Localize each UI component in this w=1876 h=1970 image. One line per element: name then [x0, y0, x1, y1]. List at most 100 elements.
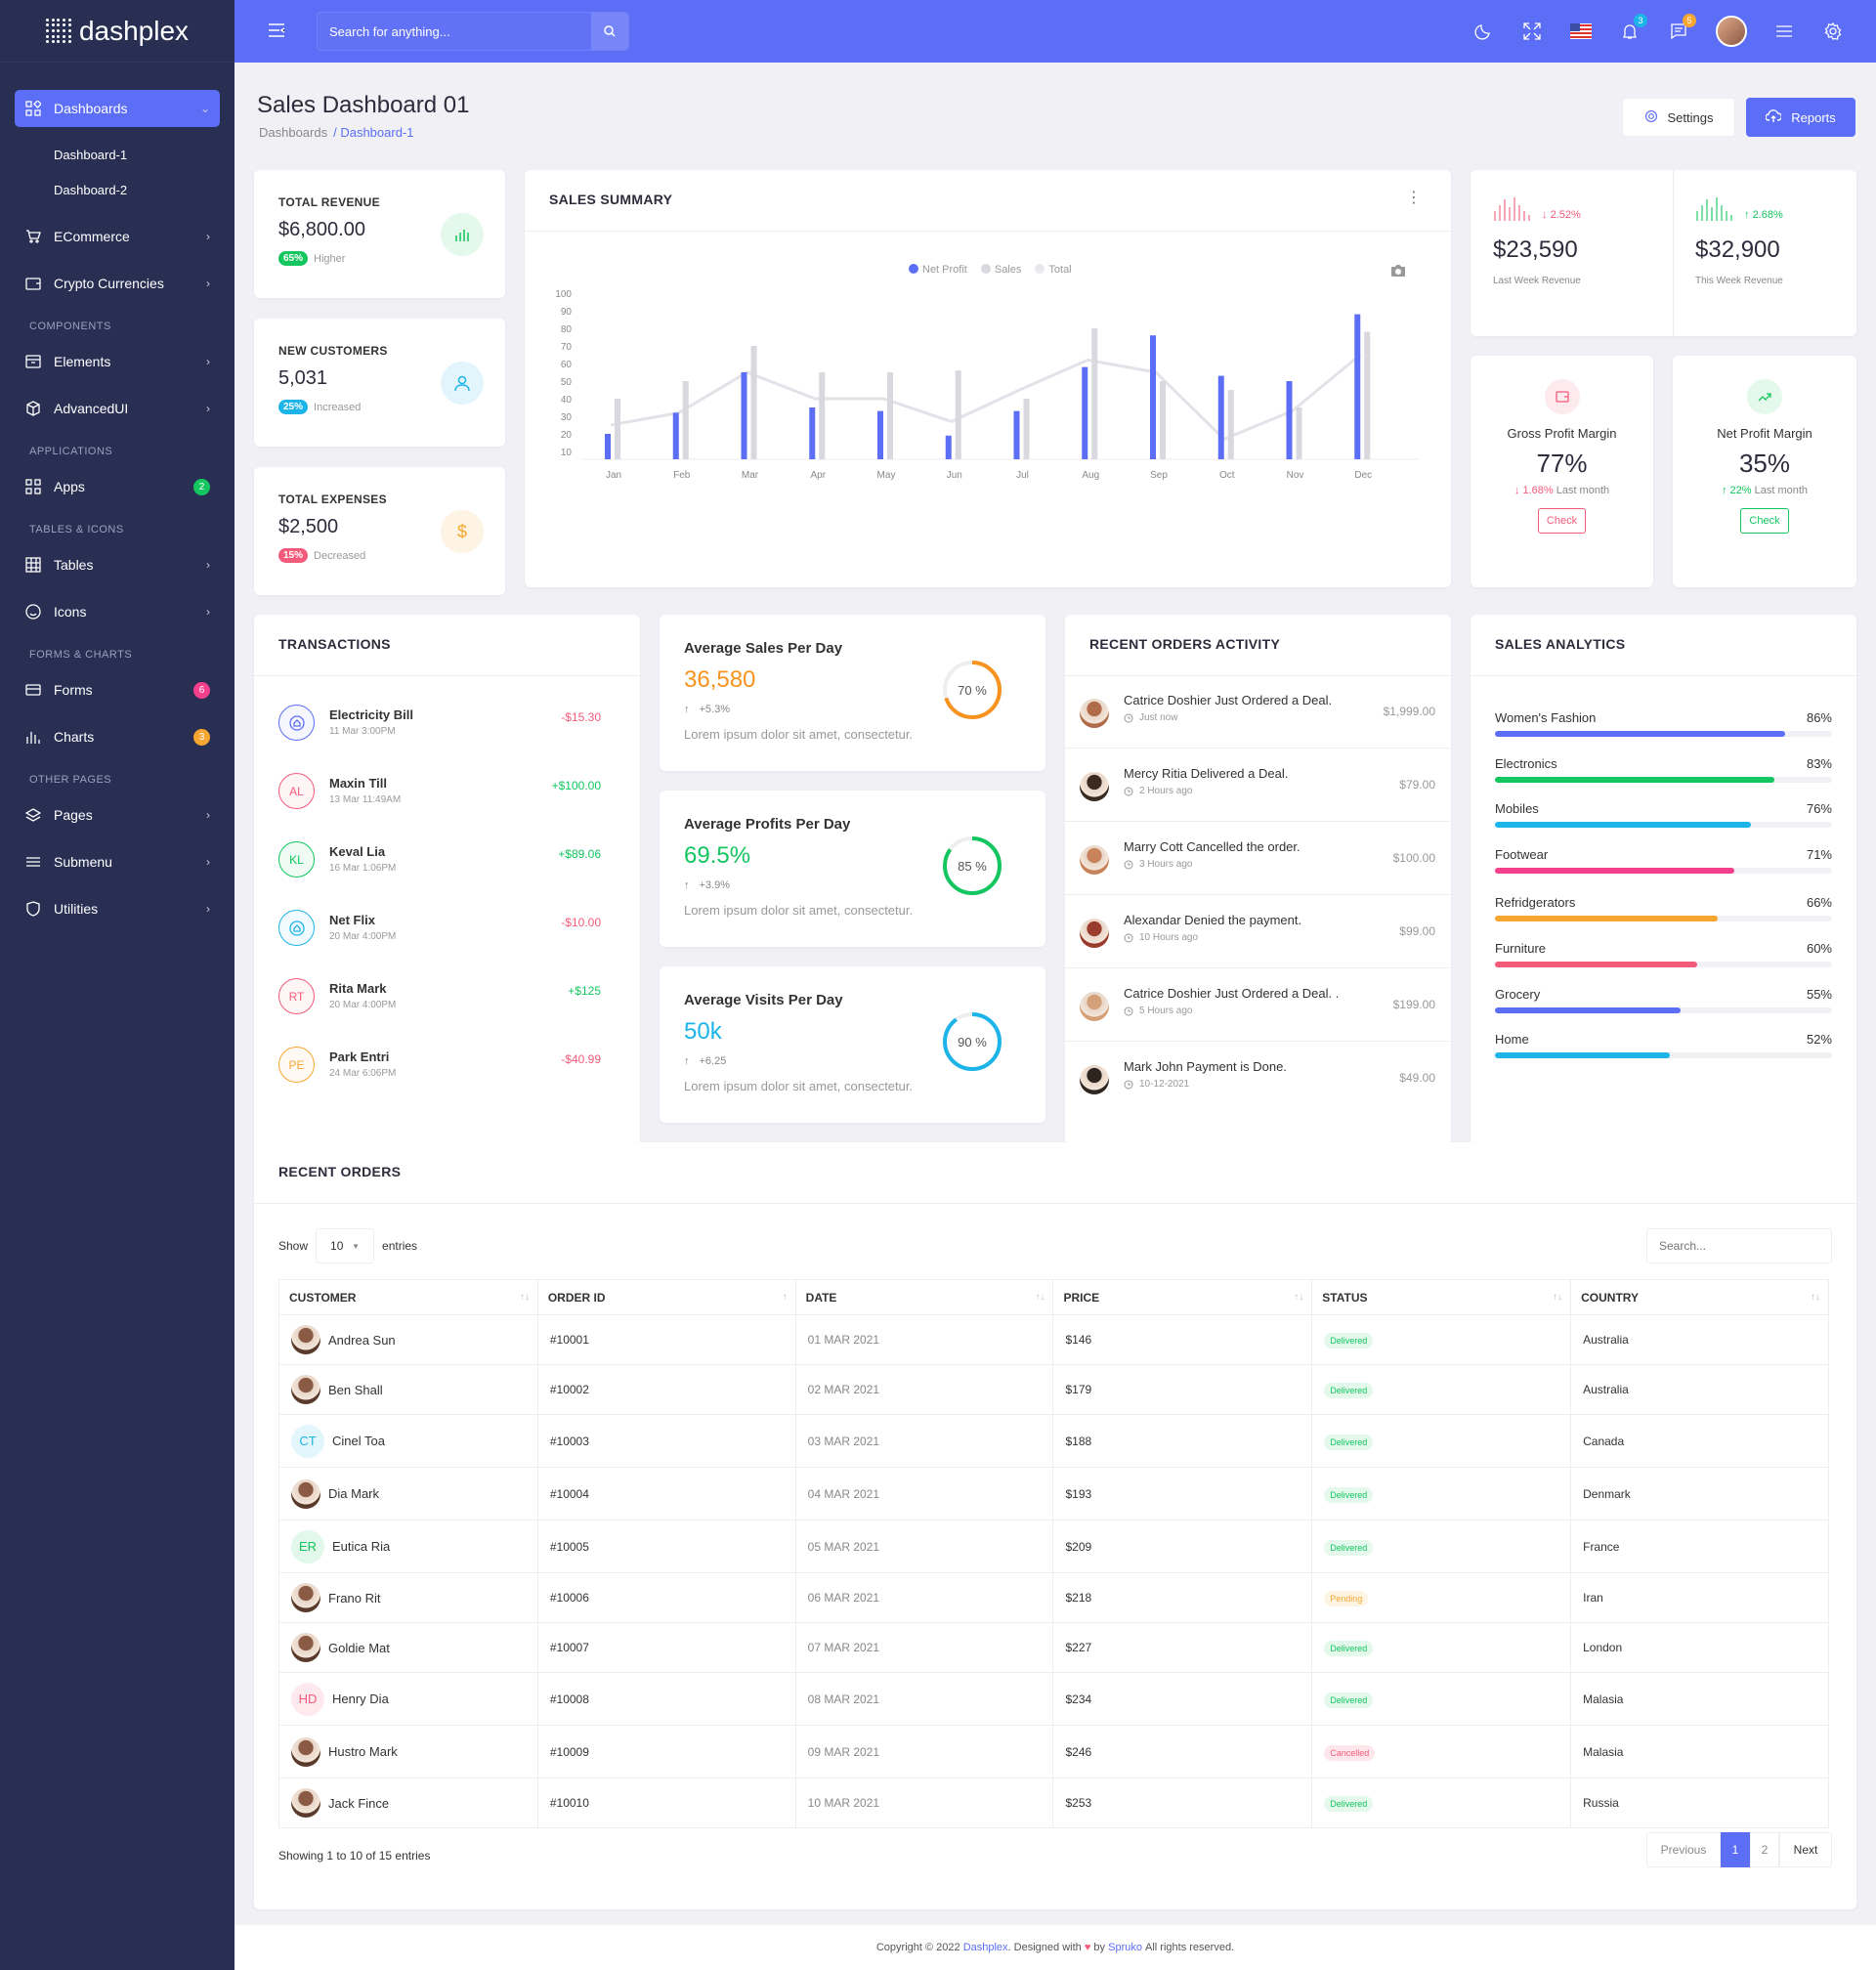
- dark-mode-icon[interactable]: [1471, 20, 1495, 43]
- sidebar-item-utilities[interactable]: Utilities ›: [15, 885, 220, 932]
- fullscreen-icon[interactable]: [1520, 20, 1544, 43]
- table-row[interactable]: CT Cinel Toa #10003 03 MAR 2021 $188 Delivere…: [278, 1414, 1829, 1468]
- sidebar-item-submenu[interactable]: Submenu ›: [15, 838, 220, 885]
- transaction-row[interactable]: AL Maxin Till 13 Mar 11:49AM +$100.00: [278, 773, 601, 812]
- sidebar-item-icons[interactable]: Icons ›: [15, 588, 220, 635]
- bar-net-profit[interactable]: [605, 434, 611, 459]
- table-row[interactable]: Andrea Sun #10001 01 MAR 2021 $146 Delivered…: [278, 1314, 1829, 1365]
- us-flag-icon[interactable]: [1569, 20, 1593, 43]
- bar-net-profit[interactable]: [1286, 381, 1293, 459]
- bar-sales[interactable]: [819, 372, 826, 459]
- breadcrumb-item[interactable]: Dashboards: [259, 125, 328, 140]
- sidebar-subitem-dashboard-1[interactable]: Dashboard-1: [54, 147, 128, 162]
- legend-item[interactable]: Sales: [980, 264, 1021, 276]
- more-vertical-icon[interactable]: ⋮: [1406, 190, 1422, 206]
- transaction-row[interactable]: Electricity Bill 11 Mar 3:00PM -$15.30: [278, 705, 601, 744]
- transaction-row[interactable]: RT Rita Mark 20 Mar 4:00PM +$125: [278, 978, 601, 1017]
- user-avatar[interactable]: [1716, 16, 1747, 47]
- transaction-row[interactable]: PE Park Entri 24 Mar 6:06PM -$40.99: [278, 1047, 601, 1086]
- sidebar-item-crypto[interactable]: Crypto Currencies ›: [15, 260, 220, 307]
- bar-sales[interactable]: [750, 346, 757, 459]
- table-row[interactable]: Frano Rit #10006 06 MAR 2021 $218 Pending Ira…: [278, 1572, 1829, 1623]
- transaction-row[interactable]: KL Keval Lia 16 Mar 1:06PM +$89.06: [278, 841, 601, 880]
- table-search-input[interactable]: [1646, 1228, 1832, 1263]
- table-row[interactable]: HD Henry Dia #10008 08 MAR 2021 $234 Delivere…: [278, 1672, 1829, 1726]
- sidebar-item-forms[interactable]: Forms 6: [15, 666, 220, 713]
- bar-net-profit[interactable]: [809, 407, 816, 459]
- bar-sales[interactable]: [1227, 390, 1234, 459]
- entries-select[interactable]: 10 ▼: [316, 1228, 375, 1263]
- bar-sales[interactable]: [1160, 381, 1166, 459]
- sidebar-item-dashboards[interactable]: Dashboards ⌄: [15, 90, 220, 127]
- check-button[interactable]: Check: [1740, 508, 1789, 534]
- bar-sales[interactable]: [1364, 331, 1371, 459]
- activity-row[interactable]: Catrice Doshier Just Ordered a Deal. Just…: [1065, 675, 1450, 749]
- column-header[interactable]: DATE ↑↓: [794, 1279, 1054, 1315]
- table-row[interactable]: ER Eutica Ria #10005 05 MAR 2021 $209 Deliver…: [278, 1520, 1829, 1573]
- sidebar-item-pages[interactable]: Pages ›: [15, 792, 220, 838]
- table-row[interactable]: Goldie Mat #10007 07 MAR 2021 $227 Delivered…: [278, 1622, 1829, 1673]
- sidebar-item-charts[interactable]: Charts 3: [15, 713, 220, 760]
- message-icon[interactable]: 5: [1667, 14, 1696, 43]
- bar-net-profit[interactable]: [1354, 314, 1361, 459]
- table-row[interactable]: Jack Fince #10010 10 MAR 2021 $253 Delivered…: [278, 1777, 1829, 1828]
- sidebar-item-tables[interactable]: Tables ›: [15, 541, 220, 588]
- pagination-next[interactable]: Next: [1779, 1832, 1832, 1867]
- search-button[interactable]: [591, 13, 628, 50]
- bar-net-profit[interactable]: [672, 412, 679, 459]
- avatar: [291, 1583, 320, 1612]
- bar-net-profit[interactable]: [1217, 375, 1224, 459]
- legend-item[interactable]: Total: [1035, 264, 1072, 276]
- activity-row[interactable]: Mark John Payment is Done. 10-12-2021 $49.…: [1065, 1042, 1450, 1115]
- sidebar-toggle-icon[interactable]: [268, 21, 287, 42]
- bar-sales[interactable]: [1091, 328, 1098, 459]
- bar-sales[interactable]: [1023, 399, 1030, 459]
- bar-sales[interactable]: [955, 370, 961, 459]
- table-row[interactable]: Hustro Mark #10009 09 MAR 2021 $246 Cancelle…: [278, 1725, 1829, 1778]
- pagination-page-2[interactable]: 2: [1750, 1832, 1779, 1867]
- reports-button[interactable]: Reports: [1746, 98, 1855, 137]
- menu-icon[interactable]: [1772, 20, 1796, 43]
- bar-net-profit[interactable]: [1013, 410, 1020, 459]
- activity-row[interactable]: Alexandar Denied the payment. 10 Hours ag…: [1065, 895, 1450, 968]
- activity-row[interactable]: Marry Cott Cancelled the order. 3 Hours a…: [1065, 822, 1450, 895]
- search-input[interactable]: [318, 23, 591, 39]
- bar-sales[interactable]: [615, 399, 620, 459]
- sidebar-item-elements[interactable]: Elements ›: [15, 338, 220, 385]
- sidebar-item-advancedui[interactable]: AdvancedUI ›: [15, 385, 220, 432]
- footer-brand-link[interactable]: Dashplex: [962, 1942, 1008, 1953]
- sidebar-item-ecommerce[interactable]: ECommerce ›: [15, 213, 220, 260]
- settings-gear-icon[interactable]: [1821, 20, 1845, 43]
- bar-net-profit[interactable]: [945, 435, 952, 459]
- column-header[interactable]: CUSTOMER ↑↓: [278, 1279, 538, 1315]
- camera-icon[interactable]: [1390, 264, 1406, 280]
- pagination-previous[interactable]: Previous: [1646, 1832, 1721, 1867]
- logo[interactable]: dashplex: [0, 0, 234, 63]
- bar-net-profit[interactable]: [877, 410, 883, 459]
- column-header[interactable]: PRICE ↑↓: [1052, 1279, 1313, 1315]
- notification-bell-icon[interactable]: 3: [1618, 14, 1647, 43]
- column-header[interactable]: COUNTRY ↑↓: [1570, 1279, 1829, 1315]
- activity-row[interactable]: Mercy Ritia Delivered a Deal. 2 Hours ago…: [1065, 749, 1450, 822]
- progress-fill: [1495, 822, 1752, 828]
- check-button[interactable]: Check: [1537, 508, 1587, 534]
- bar-net-profit[interactable]: [1082, 366, 1088, 459]
- sidebar-subitem-dashboard-2[interactable]: Dashboard-2: [54, 182, 128, 197]
- dollar-icon: $: [441, 510, 484, 553]
- activity-row[interactable]: Catrice Doshier Just Ordered a Deal. . 5 …: [1065, 968, 1450, 1042]
- footer-author-link[interactable]: Spruko: [1108, 1942, 1142, 1953]
- table-row[interactable]: Dia Mark #10004 04 MAR 2021 $193 Delivered De…: [278, 1467, 1829, 1520]
- legend-item[interactable]: Net Profit: [909, 264, 967, 276]
- settings-button[interactable]: Settings: [1622, 98, 1735, 137]
- bar-net-profit[interactable]: [741, 372, 747, 459]
- pagination-page-1[interactable]: 1: [1721, 1832, 1750, 1867]
- bar-sales[interactable]: [682, 381, 689, 459]
- table-row[interactable]: Ben Shall #10002 02 MAR 2021 $179 Delivered A…: [278, 1364, 1829, 1415]
- column-header[interactable]: STATUS ↑↓: [1311, 1279, 1572, 1315]
- column-header[interactable]: ORDER ID ↑: [536, 1279, 796, 1315]
- bar-sales[interactable]: [887, 372, 893, 459]
- sidebar-item-apps[interactable]: Apps 2: [15, 463, 220, 510]
- bar-net-profit[interactable]: [1150, 335, 1156, 459]
- transaction-row[interactable]: Net Flix 20 Mar 4:00PM -$10.00: [278, 910, 601, 949]
- bar-sales[interactable]: [1296, 407, 1302, 459]
